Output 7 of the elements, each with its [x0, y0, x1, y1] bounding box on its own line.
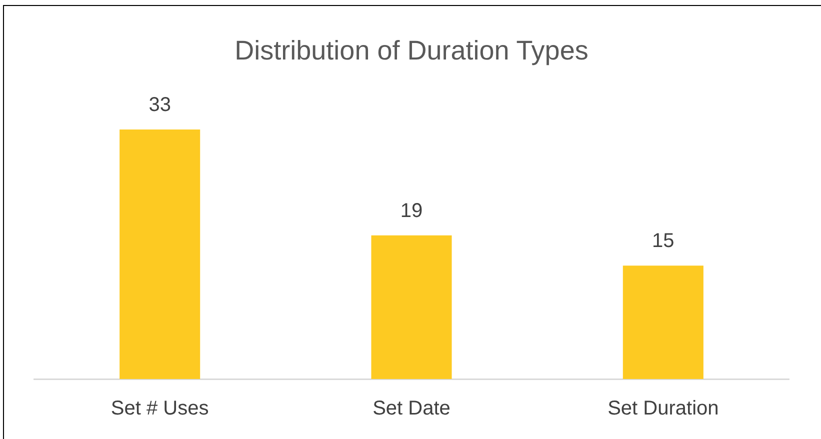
data-label: 19: [400, 200, 423, 222]
data-label: 15: [652, 230, 674, 252]
chart-title: Distribution of Duration Types: [234, 36, 588, 66]
x-tick-label: Set Date: [372, 398, 450, 420]
data-label: 33: [148, 94, 171, 116]
x-tick-label: Set # Uses: [110, 398, 209, 420]
x-tick-label: Set Duration: [608, 398, 719, 420]
